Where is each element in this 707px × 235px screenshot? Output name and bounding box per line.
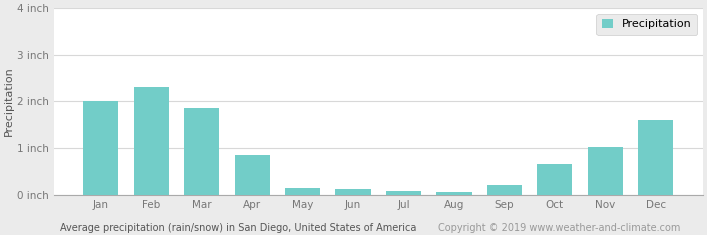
Y-axis label: Precipitation: Precipitation [4, 67, 14, 136]
Bar [588, 147, 623, 195]
Bar [285, 188, 320, 195]
Text: Average precipitation (rain/snow) in San Diego, United States of America: Average precipitation (rain/snow) in San… [60, 223, 416, 233]
Bar [486, 185, 522, 195]
Bar [638, 120, 673, 195]
Text: Copyright © 2019 www.weather-and-climate.com: Copyright © 2019 www.weather-and-climate… [438, 223, 681, 233]
Legend: Precipitation: Precipitation [597, 14, 697, 35]
Bar [335, 189, 370, 195]
Bar [235, 155, 270, 195]
Bar [83, 102, 119, 195]
Bar [537, 164, 573, 195]
Bar [184, 109, 219, 195]
Bar [386, 191, 421, 195]
Bar [436, 192, 472, 195]
Bar [134, 87, 169, 195]
